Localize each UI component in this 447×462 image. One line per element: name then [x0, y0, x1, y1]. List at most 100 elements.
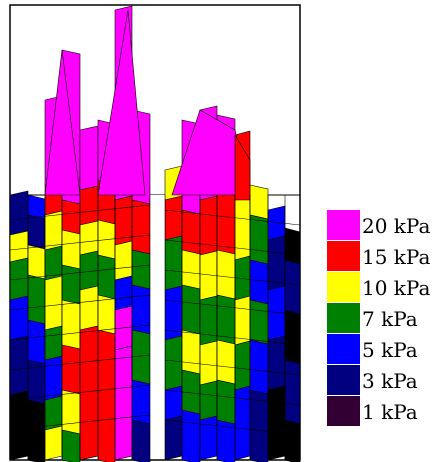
mesh-line	[9, 414, 151, 431]
contour-band	[61, 229, 81, 270]
mesh-line	[9, 204, 151, 221]
contour-band	[199, 380, 218, 421]
contour-band	[249, 389, 269, 462]
contour-band	[114, 240, 133, 281]
contour-band	[216, 189, 236, 255]
contour-band	[61, 264, 81, 305]
legend-label: 10 kPa	[362, 276, 431, 300]
contour-band	[27, 399, 46, 462]
contour-band	[181, 284, 201, 335]
contour-band	[199, 195, 218, 256]
legend-item: 7 kPa	[322, 303, 447, 333]
contour-band	[61, 429, 81, 462]
legend-swatch	[327, 303, 360, 333]
mesh-line	[164, 209, 301, 226]
contour-band	[284, 227, 301, 265]
contour-band	[61, 299, 81, 350]
contour-band	[9, 390, 29, 461]
legend-item: 3 kPa	[322, 365, 447, 395]
contour-band	[249, 339, 269, 395]
contour-band	[27, 214, 46, 250]
mesh-line	[9, 264, 151, 281]
contour-band	[79, 220, 99, 256]
contour-band	[284, 309, 301, 365]
contour-band	[61, 344, 81, 395]
contour-band	[164, 415, 183, 461]
contour-band	[249, 299, 269, 345]
legend-label: 20 kPa	[362, 214, 431, 238]
contour-band	[199, 415, 218, 461]
contour-band	[284, 419, 301, 462]
mesh-line	[9, 324, 151, 341]
contour-band	[164, 335, 183, 391]
legend-swatch	[327, 272, 360, 302]
contour-band	[9, 190, 29, 236]
contour-band	[9, 230, 29, 263]
contour-band	[61, 389, 81, 435]
contour-band	[234, 340, 251, 391]
contour-band	[27, 244, 46, 280]
contour-band	[181, 249, 201, 290]
contour-band	[27, 319, 46, 365]
contour-band	[216, 339, 236, 385]
legend-item: 1 kPa	[322, 396, 447, 426]
contour-band	[27, 274, 46, 325]
contour-band	[234, 385, 251, 461]
contour-band	[9, 335, 29, 396]
legend-swatch	[327, 365, 360, 395]
contour-band	[131, 199, 151, 255]
legend-item: 15 kPa	[322, 241, 447, 271]
contour-band	[131, 249, 151, 290]
mesh-line	[9, 354, 151, 371]
mesh-line	[9, 384, 151, 401]
contour-band	[79, 125, 99, 191]
legend-label: 3 kPa	[362, 369, 418, 393]
mesh-line	[164, 299, 301, 316]
contour-band	[284, 259, 301, 315]
contour-band	[234, 295, 251, 346]
mesh-line	[164, 269, 301, 286]
contour-band	[267, 385, 286, 461]
mesh-line	[164, 239, 301, 256]
legend-label: 15 kPa	[362, 245, 431, 269]
contour-band	[199, 295, 218, 346]
contour-band	[9, 295, 29, 341]
contour-band	[234, 195, 251, 261]
contour-band	[61, 199, 81, 235]
legend-swatch	[327, 334, 360, 364]
contour-band	[114, 345, 133, 461]
contour-band	[79, 250, 99, 291]
legend-swatch	[327, 210, 360, 240]
contour-band	[181, 409, 201, 462]
contour-band	[79, 285, 99, 331]
contour-band	[44, 325, 63, 361]
contour-band	[164, 195, 183, 241]
contour-band	[131, 329, 151, 385]
contour-band	[164, 235, 183, 291]
contour-band	[97, 294, 116, 335]
mesh-line	[9, 294, 151, 311]
pressure-peak	[171, 109, 251, 196]
contour-band	[199, 340, 218, 386]
pressure-peak	[97, 9, 146, 196]
contour-band	[44, 425, 63, 461]
contour-band	[114, 275, 133, 311]
mesh-line	[9, 234, 151, 251]
contour-band	[249, 184, 269, 220]
contour-band	[216, 249, 236, 300]
contour-band	[44, 210, 63, 251]
contour-band	[79, 185, 99, 226]
contour-band	[97, 329, 116, 462]
contour-band	[267, 335, 286, 391]
pressure-map-plot	[9, 4, 301, 462]
cluster-gap	[150, 195, 165, 459]
contour-band	[97, 254, 116, 300]
contour-band	[44, 355, 63, 401]
contour-band	[79, 325, 99, 461]
legend-label: 7 kPa	[362, 307, 418, 331]
legend-item: 5 kPa	[322, 334, 447, 364]
legend-label: 5 kPa	[362, 338, 418, 362]
contour-band	[216, 379, 236, 425]
mesh-line	[164, 389, 301, 406]
mesh-line	[164, 359, 301, 376]
